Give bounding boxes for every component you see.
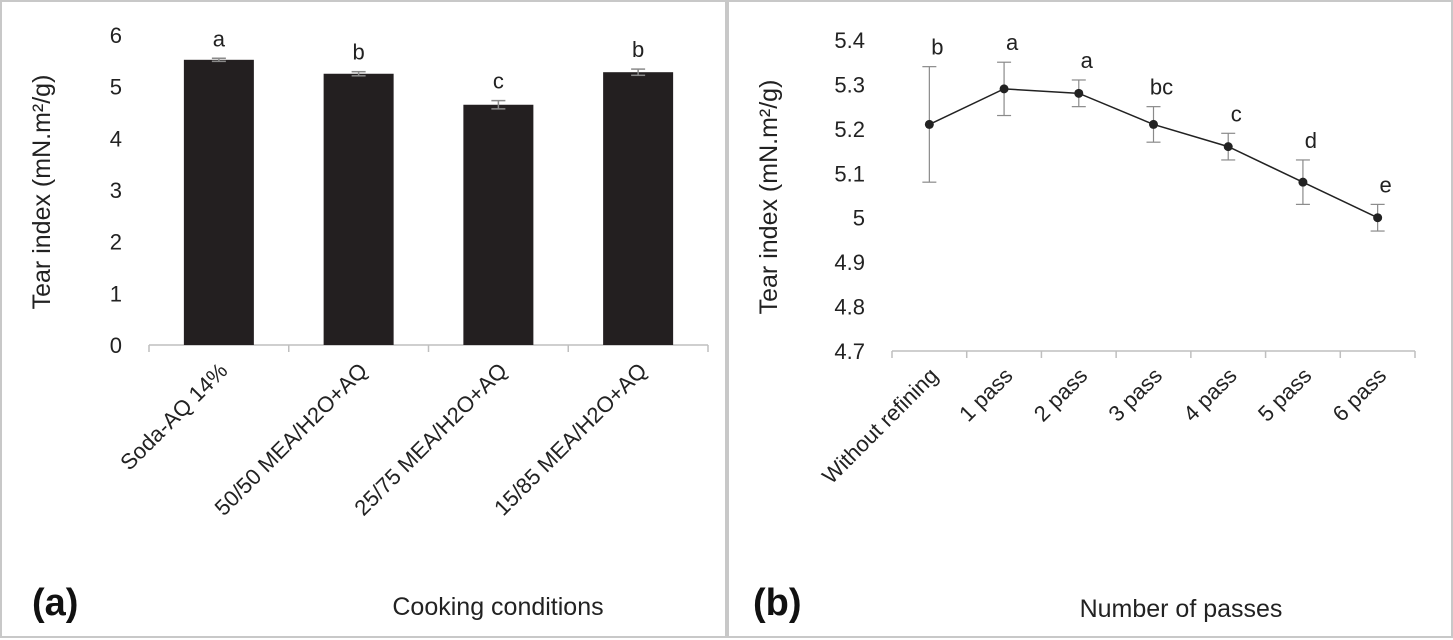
y-tick-label: 6 xyxy=(110,23,122,48)
bar xyxy=(603,72,674,345)
bar-chart-a: 0 1 2 3 4 5 6 a Soda-AQ 14% b 50/50 MEA/H2O+AQ c 25/… xyxy=(28,23,709,624)
x-tick-label: 5 pass xyxy=(1253,363,1317,427)
x-axis-label: Number of passes xyxy=(1080,595,1283,623)
y-tick-label: 5.4 xyxy=(834,28,865,53)
x-tick-label: Without refining xyxy=(817,363,943,489)
significance-letter: b xyxy=(353,40,365,65)
data-point xyxy=(1149,119,1158,129)
y-tick-label: 4.8 xyxy=(834,295,865,320)
panel-label-a: (a) xyxy=(32,582,78,624)
significance-letter: b xyxy=(632,37,644,62)
panel-label-b: (b) xyxy=(753,582,802,624)
chart-panel-a: 0 1 2 3 4 5 6 a Soda-AQ 14% b 50/50 MEA/H2O+AQ c 25/… xyxy=(0,0,727,638)
y-axis-label: Tear index (mN.m²/g) xyxy=(755,80,783,315)
data-point xyxy=(1373,213,1383,223)
data-point xyxy=(1074,88,1084,98)
x-tick-label: Soda-AQ 14% xyxy=(115,358,232,475)
x-tick-label: 15/85 MEA/H2O+AQ xyxy=(489,358,652,521)
significance-letter: a xyxy=(1081,48,1094,73)
x-tick-label: 2 pass xyxy=(1029,363,1093,427)
y-tick-label: 4.7 xyxy=(834,339,865,364)
significance-letter: e xyxy=(1380,172,1392,197)
x-tick-label: 1 pass xyxy=(954,363,1018,427)
significance-letter: a xyxy=(213,26,226,51)
y-tick-label: 3 xyxy=(110,178,122,203)
significance-letter: c xyxy=(1231,101,1242,126)
x-tick-label: 4 pass xyxy=(1178,363,1242,427)
y-tick-label: 2 xyxy=(110,230,122,255)
data-point xyxy=(924,119,934,129)
significance-letter: c xyxy=(493,69,504,94)
y-axis-label: Tear index (mN.m²/g) xyxy=(28,75,56,310)
y-tick-label: 1 xyxy=(110,281,122,306)
y-tick-label: 4.9 xyxy=(834,250,865,275)
significance-letter: a xyxy=(1006,30,1019,55)
chart-panel-b: 4.7 4.8 4.9 5 5.1 5.2 5.3 5.4 b Without refining a… xyxy=(727,0,1453,638)
data-point xyxy=(1223,142,1233,152)
y-tick-label: 4 xyxy=(110,126,122,151)
x-axis-label: Cooking conditions xyxy=(392,593,603,621)
bar xyxy=(183,59,254,346)
significance-letter: b xyxy=(931,35,943,60)
x-tick-label: 6 pass xyxy=(1328,363,1392,427)
y-tick-label: 5.1 xyxy=(834,161,865,186)
bar xyxy=(323,73,394,345)
x-tick-label: 3 pass xyxy=(1104,363,1168,427)
y-tick-label: 5 xyxy=(110,75,122,100)
y-tick-label: 5.3 xyxy=(834,72,865,97)
y-tick-label: 0 xyxy=(110,333,122,358)
x-tick-label: 25/75 MEA/H2O+AQ xyxy=(349,358,512,521)
data-point xyxy=(999,84,1009,94)
line-chart-b: 4.7 4.8 4.9 5 5.1 5.2 5.3 5.4 b Without refining a… xyxy=(753,28,1416,624)
significance-letter: d xyxy=(1305,128,1317,153)
significance-letter: bc xyxy=(1150,75,1173,100)
bar xyxy=(463,104,534,345)
y-tick-label: 5.2 xyxy=(834,117,865,142)
y-tick-label: 5 xyxy=(853,206,865,231)
x-tick-label: 50/50 MEA/H2O+AQ xyxy=(210,358,373,521)
data-point xyxy=(1298,177,1308,187)
